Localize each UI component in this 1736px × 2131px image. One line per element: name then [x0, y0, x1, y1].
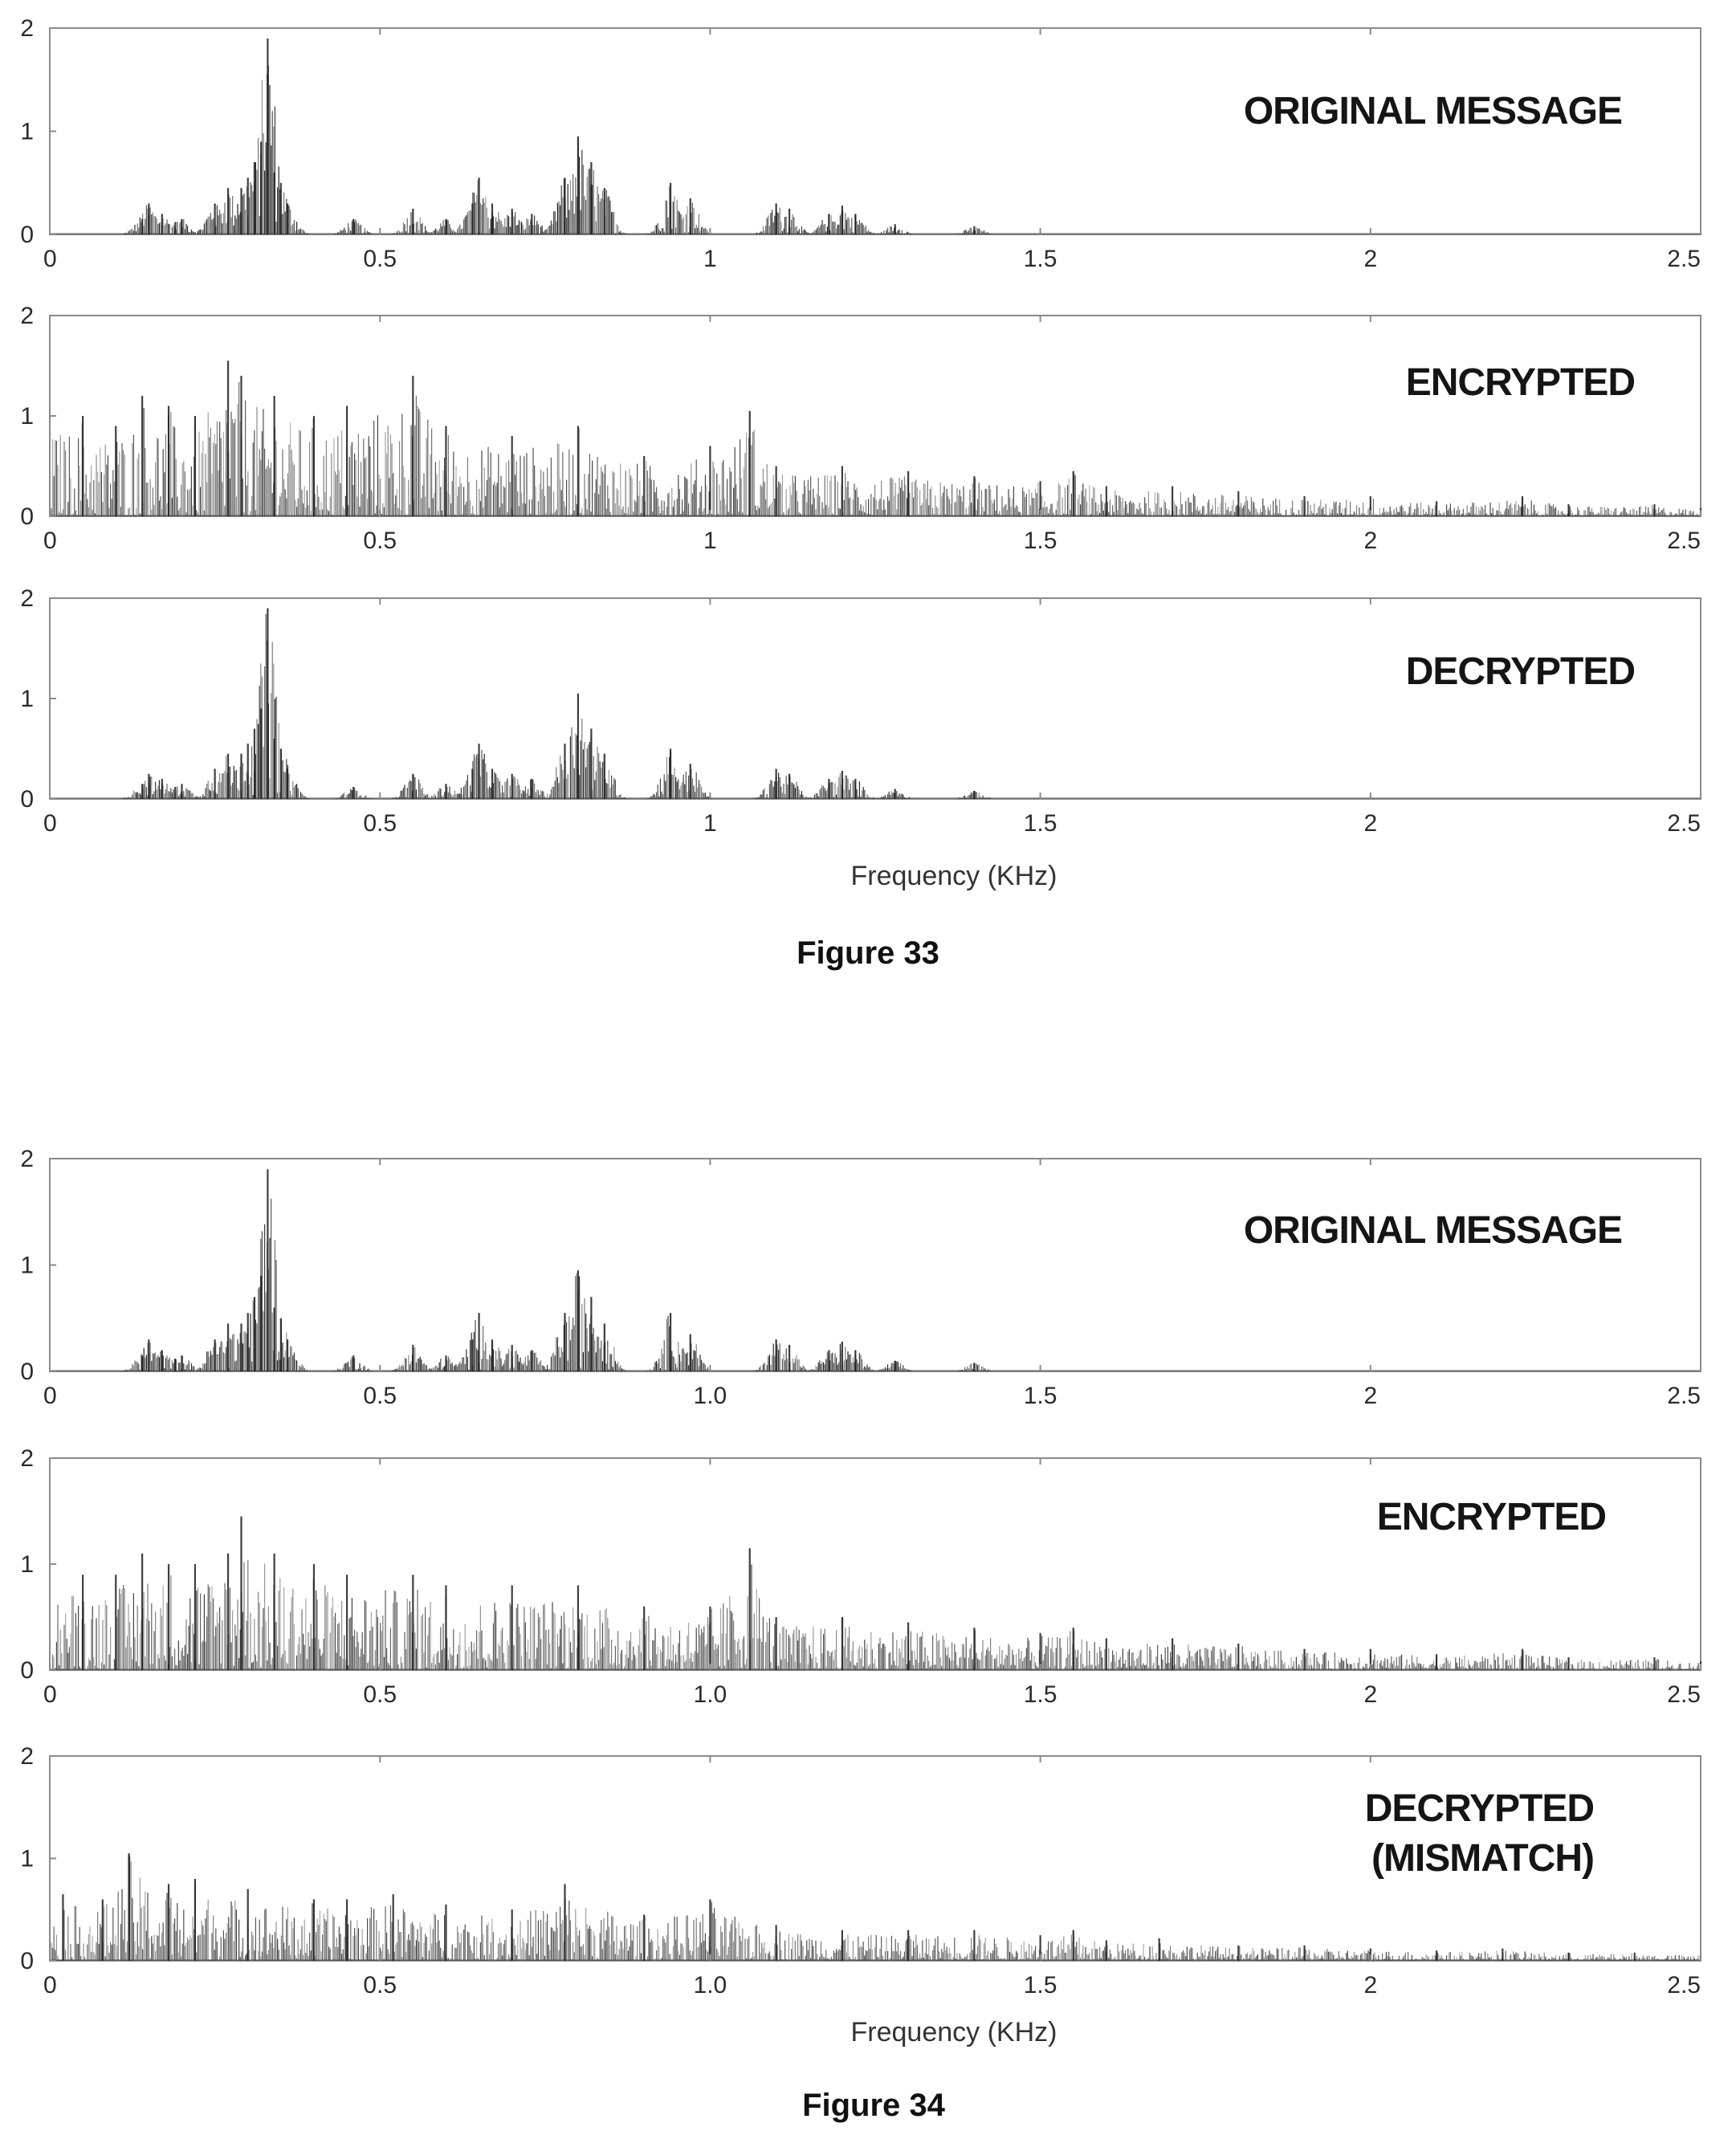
x-tick-label: 2	[1363, 246, 1377, 272]
x-tick-label: 1.0	[694, 1383, 727, 1409]
y-tick-label: 2	[20, 1445, 34, 1472]
y-tick-label: 0	[20, 1657, 34, 1684]
y-tick-label: 0	[20, 222, 34, 248]
panel-label-line: ORIGINAL MESSAGE	[1244, 90, 1622, 132]
x-tick-label: 2.5	[1667, 810, 1701, 837]
x-tick-label: 1.0	[694, 1681, 727, 1708]
x-tick-label: 2	[1363, 1383, 1377, 1409]
x-tick-label: 2	[1363, 810, 1377, 837]
plot-panel: 0 1 2 0 0.5 1 1.5 2 2.5	[20, 303, 1702, 554]
panel-label-line: ORIGINAL MESSAGE	[1244, 1209, 1622, 1252]
data-points	[141, 608, 976, 799]
x-tick-label: 2.5	[1667, 528, 1701, 554]
x-tick-label: 1.5	[1024, 810, 1057, 837]
x-tick-label: 0	[43, 1383, 57, 1409]
x-tick-label: 2.5	[1667, 1383, 1701, 1409]
x-axis-label: Frequency (KHz)	[851, 2017, 1057, 2047]
figure-caption: Figure 33	[797, 935, 939, 971]
x-tick-label: 2.5	[1667, 1681, 1701, 1708]
x-tick-label: 0.5	[363, 528, 397, 554]
x-tick-label: 0	[43, 246, 57, 272]
plot-panel: 0 1 2 0 0.5 1.0 1.5 2 2.5	[20, 1445, 1702, 1708]
panel-label-line: DECRYPTED	[1406, 650, 1635, 693]
x-tick-label: 0	[43, 810, 57, 837]
x-tick-label: 1	[703, 246, 717, 272]
figure-34: ORIGINAL MESSAGE ENCRYPTED DECRYPTED (MI…	[802, 1209, 1623, 2123]
x-tick-label: 0.5	[363, 1681, 397, 1708]
plot-panel: 0 1 2 0 0.5 1.0 1.5 2 2.5	[20, 1146, 1701, 1409]
x-tick-label: 2	[1363, 1681, 1377, 1708]
panel-label-line: ENCRYPTED	[1406, 361, 1635, 404]
y-tick-label: 1	[20, 686, 34, 712]
plot-panel: 0 1 2 0 0.5 1 1.5 2 2.5	[20, 585, 1701, 837]
y-tick-label: 2	[20, 585, 34, 612]
panel-fig34-encrypted: ENCRYPTED	[1377, 1496, 1607, 1538]
y-tick-label: 0	[20, 503, 34, 530]
figure-caption: Figure 34	[802, 2088, 946, 2123]
y-tick-label: 1	[20, 1253, 34, 1279]
y-tick-label: 1	[20, 1551, 34, 1578]
panel-label-line: DECRYPTED	[1365, 1787, 1594, 1830]
x-tick-label: 0.5	[363, 810, 397, 837]
plot-layer: 0 1 2 0 0.5 1 1.5 2 2.5 0 1 2 0 0.5 1 1.5 2 2.5 0 1 2 0 0.5 1 1.…	[20, 15, 1702, 1999]
x-tick-label: 1.5	[1024, 1681, 1057, 1708]
panel-label-line: ENCRYPTED	[1377, 1496, 1606, 1538]
panel-fig33-decrypted: DECRYPTED	[1406, 650, 1636, 693]
x-tick-label: 1	[703, 810, 717, 837]
data-points	[82, 361, 1702, 516]
panel-label-line: (MISMATCH)	[1371, 1837, 1594, 1880]
y-tick-label: 1	[20, 403, 34, 430]
y-tick-label: 2	[20, 1146, 34, 1172]
x-tick-label: 0.5	[363, 246, 397, 272]
panel-fig33-encrypted: ENCRYPTED	[1406, 361, 1636, 404]
y-tick-label: 1	[20, 119, 34, 145]
x-tick-label: 0.5	[363, 1383, 397, 1409]
panel-fig34-decrypted: DECRYPTED (MISMATCH)	[1365, 1787, 1595, 1880]
panel-fig34-original: ORIGINAL MESSAGE	[1244, 1209, 1623, 1252]
x-tick-label: 0	[43, 528, 57, 554]
x-tick-label: 1.5	[1024, 1383, 1057, 1409]
x-tick-label: 2	[1363, 528, 1377, 554]
x-tick-label: 2.5	[1667, 246, 1701, 272]
x-tick-label: 1.5	[1024, 528, 1057, 554]
x-tick-label: 0	[43, 1681, 57, 1708]
panel-fig33-original: ORIGINAL MESSAGE	[1244, 90, 1623, 132]
y-tick-label: 2	[20, 15, 34, 42]
plot-panel: 0 1 2 0 0.5 1 1.5 2 2.5	[20, 15, 1701, 272]
x-tick-label: 1	[703, 528, 717, 554]
y-tick-label: 0	[20, 1359, 34, 1385]
data-points	[141, 38, 976, 234]
spectrum-trace	[51, 1560, 1699, 1670]
figure-33: ORIGINAL MESSAGE ENCRYPTED DECRYPTED Fre…	[797, 90, 1636, 971]
y-tick-label: 2	[20, 303, 34, 329]
x-axis-label: Frequency (KHz)	[851, 861, 1057, 891]
y-tick-label: 0	[20, 786, 34, 813]
data-points	[141, 1169, 976, 1371]
x-tick-label: 1.5	[1024, 246, 1057, 272]
